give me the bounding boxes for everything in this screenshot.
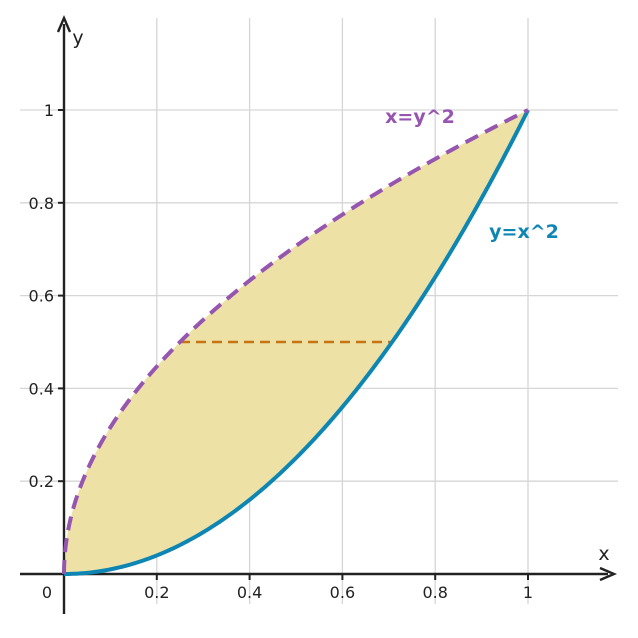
x-tick-label: 0.6	[330, 583, 355, 602]
origin-label: 0	[42, 583, 52, 602]
labels: 0.2 0.4 0.6 0.8 1 0.2 0.4 0.6 0.8 1 0 x y y=x^2 x=y^2	[29, 27, 610, 602]
x-axis-label: x	[598, 543, 609, 565]
x-tick-label: 0.4	[237, 583, 262, 602]
series-line-x-equals-y-squared	[62, 108, 529, 575]
y-tick-label: 0.2	[29, 472, 54, 491]
series-label-x-equals-y-squared: x=y^2	[385, 106, 455, 128]
y-axis-label: y	[72, 27, 83, 49]
x-tick-label: 1	[523, 583, 533, 602]
x-axis-arrow	[599, 566, 618, 582]
x-tick-label: 0.2	[144, 583, 169, 602]
x-tick-label: 0.8	[422, 583, 447, 602]
axes	[20, 14, 618, 614]
series-label-y-equals-x-squared: y=x^2	[489, 221, 559, 243]
y-tick-label: 0.6	[29, 287, 54, 306]
series-line-y-equals-x-squared	[63, 109, 530, 576]
y-tick-label: 0.8	[29, 194, 54, 213]
y-tick-label: 1	[44, 101, 54, 120]
y-tick-label: 0.4	[29, 379, 54, 398]
y-axis-arrow	[56, 14, 72, 33]
